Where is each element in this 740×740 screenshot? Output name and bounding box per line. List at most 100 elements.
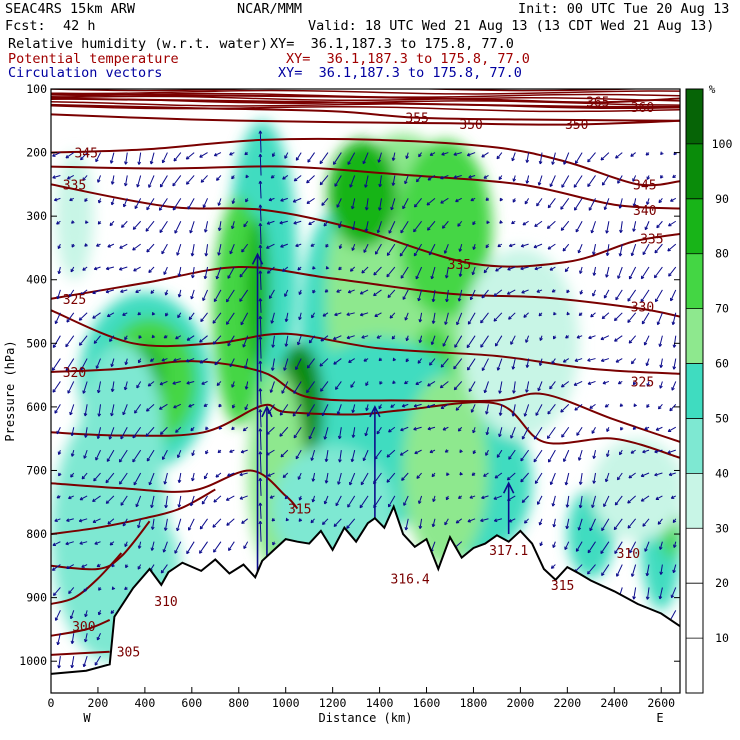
wind-vector (534, 472, 543, 484)
wind-vector-head (67, 176, 71, 180)
wind-vector-head (201, 381, 205, 385)
wind-vector-head (388, 503, 392, 508)
wind-vector (601, 518, 610, 531)
wind-vector-head (323, 222, 328, 227)
x-tick-label: 1200 (319, 696, 347, 710)
wind-vector-head (187, 206, 191, 210)
wind-vector-head (284, 155, 288, 159)
wind-vector (160, 564, 168, 574)
wind-vector (642, 243, 650, 255)
wind-vector (614, 312, 623, 321)
wind-vector-head (646, 404, 650, 408)
wind-vector (186, 358, 195, 362)
wind-vector-head (147, 383, 152, 387)
wind-vector-head (565, 335, 569, 339)
wind-vector-head (163, 271, 167, 275)
wind-vector-head (414, 450, 418, 455)
wind-vector-head (604, 404, 609, 408)
theta-label: 345 (633, 178, 656, 193)
wind-vector-head (630, 450, 635, 454)
wind-vector-head (310, 243, 314, 247)
wind-vector (592, 289, 596, 297)
wind-vector (133, 266, 141, 272)
wind-vector-head (457, 428, 462, 432)
wind-vector (631, 243, 637, 256)
wind-vector (200, 312, 208, 322)
wind-vector-head (284, 293, 288, 297)
wind-vector (497, 358, 503, 371)
wind-vector-head (441, 152, 445, 156)
wind-vector-head (176, 454, 181, 459)
wind-vector (589, 403, 596, 409)
wind-vector-head (132, 434, 136, 439)
wind-vector-head (512, 199, 517, 203)
wind-vector (172, 380, 181, 385)
wind-vector-head (426, 202, 431, 206)
wind-vector-head (427, 227, 431, 231)
wind-vector (547, 243, 556, 250)
wind-vector-head (109, 222, 114, 227)
wind-vector-head (159, 381, 164, 386)
wind-vector (218, 221, 222, 231)
wind-vector (136, 381, 142, 389)
wind-vector-head (533, 458, 537, 463)
wind-vector-head (271, 153, 276, 157)
wind-vector-head (498, 176, 503, 181)
wind-vector-head (546, 435, 551, 439)
wind-vector-head (312, 266, 316, 270)
wind-vector (376, 426, 382, 435)
wind-vector-head (217, 449, 222, 454)
wind-vector-head (217, 202, 222, 206)
wind-vector-head (400, 275, 405, 279)
wind-vector-head (162, 549, 167, 553)
wind-vector (494, 518, 502, 522)
wind-vector (378, 152, 382, 163)
wind-vector (539, 518, 543, 526)
colorbar-segment (686, 198, 703, 254)
wind-vector-head (311, 314, 315, 319)
wind-vector (121, 220, 128, 228)
wind-vector-head (51, 367, 56, 371)
wind-vector (601, 564, 610, 576)
wind-vector (164, 472, 168, 485)
wind-vector-head (481, 294, 485, 299)
wind-vector-head (496, 454, 501, 458)
wind-vector-head (164, 504, 168, 509)
wind-vector (54, 312, 61, 324)
wind-vector (440, 197, 449, 204)
wind-vector-head (107, 244, 111, 248)
wind-vector-head (467, 321, 472, 325)
wind-vector-head (97, 199, 102, 204)
wind-vector (361, 266, 369, 274)
wind-vector (405, 152, 409, 159)
wind-vector-head (215, 474, 219, 478)
wind-vector (494, 472, 503, 479)
wind-vector (364, 175, 369, 188)
wind-vector (159, 381, 168, 385)
wind-vector-head (560, 384, 565, 388)
wind-vector-head (188, 316, 193, 321)
wind-vector (668, 220, 677, 227)
wind-vector (574, 358, 583, 362)
wind-vector-head (258, 315, 263, 320)
wind-vector (338, 427, 342, 439)
wind-vector (414, 198, 422, 208)
wind-vector (646, 587, 650, 600)
wind-vector-head (229, 363, 233, 368)
wind-vector-head (158, 406, 163, 410)
wind-vector-head (399, 253, 404, 257)
wind-vector (574, 198, 583, 211)
wind-vector (336, 198, 342, 208)
wind-vector (259, 130, 262, 153)
wind-vector-head (405, 155, 409, 159)
rh-blob (403, 375, 488, 566)
wind-vector-head (332, 336, 337, 341)
wind-vector (655, 289, 663, 302)
wind-vector-head (668, 223, 672, 227)
wind-vector-head (511, 366, 516, 370)
wind-vector-head (295, 455, 300, 460)
wind-vector-head (561, 184, 565, 188)
wind-vector (295, 152, 302, 161)
wind-vector-head (600, 157, 605, 161)
field-xy-theta: XY= 36.1,187.3 to 175.8, 77.0 (286, 51, 530, 67)
